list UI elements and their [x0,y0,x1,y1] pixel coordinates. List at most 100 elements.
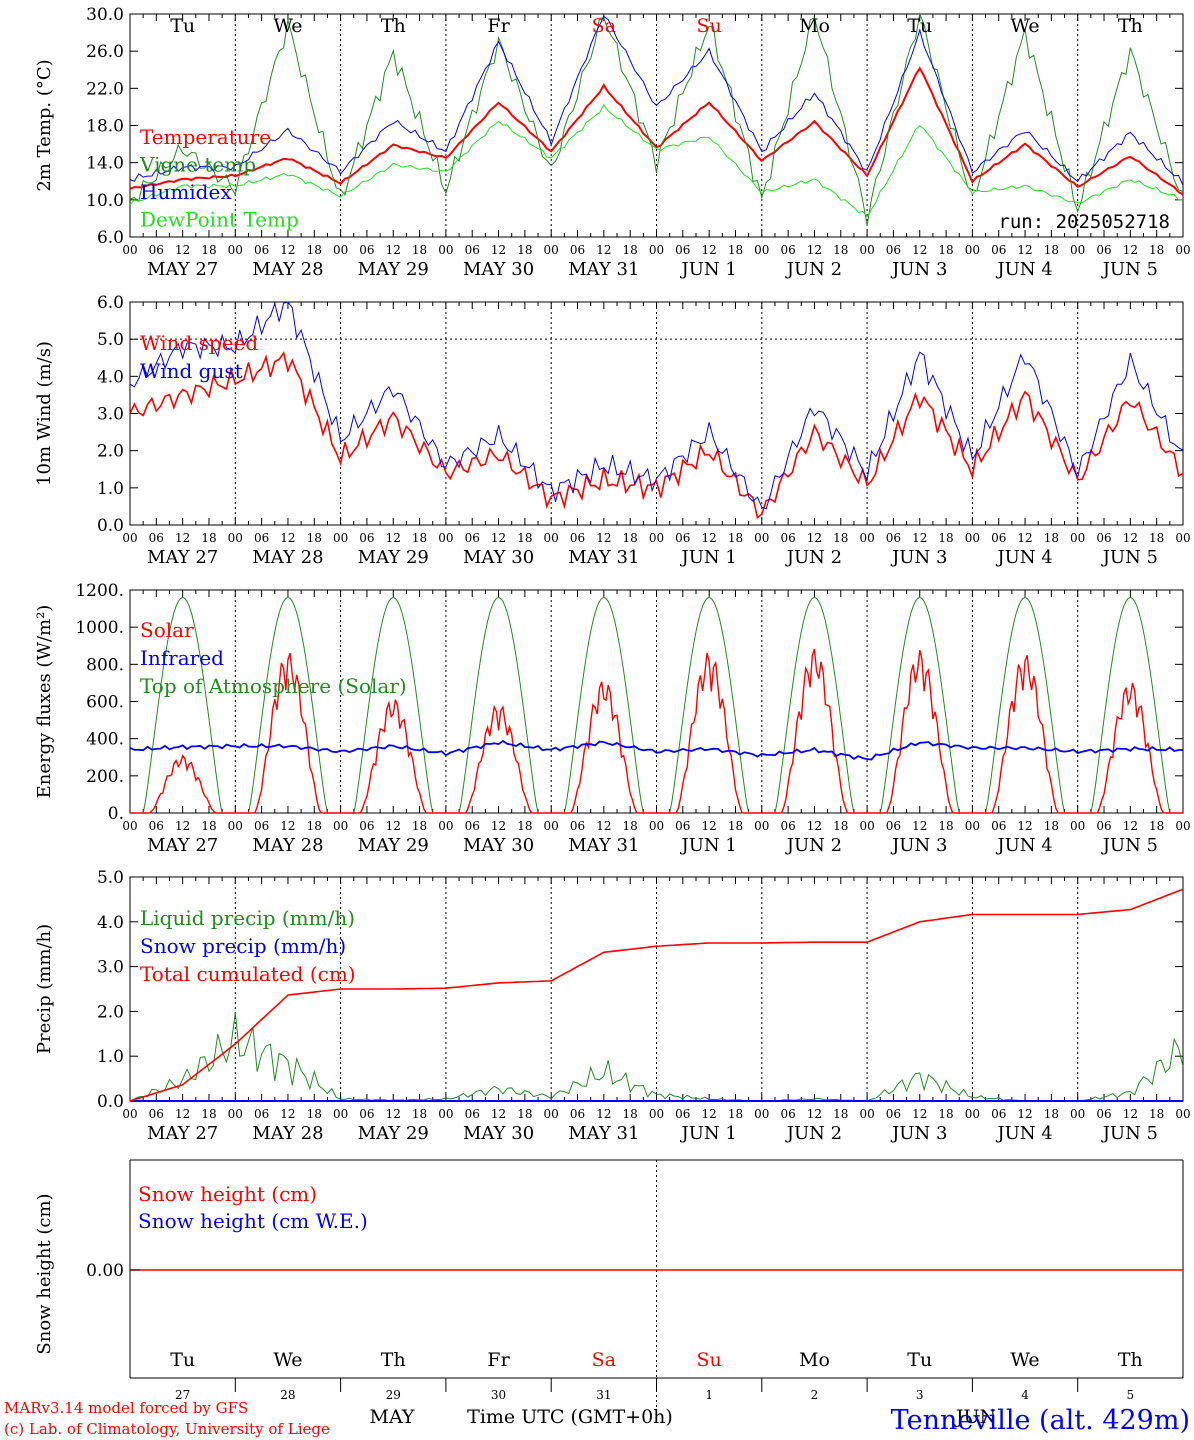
hour-tick-label: 12 [386,1107,401,1121]
weekday-label: Tu [170,1349,195,1371]
y-tick-label: 4.0 [97,913,124,933]
y-tick-label: 6.0 [97,293,124,313]
hour-tick-label: 06 [570,243,585,257]
day-number-label: 4 [1021,1388,1029,1402]
hour-tick-label: 06 [1096,1107,1111,1121]
hour-tick-label: 12 [807,243,822,257]
hour-tick-label: 06 [149,1107,164,1121]
hour-tick-label: 18 [307,819,322,833]
y-axis-label: 10m Wind (m/s) [34,341,55,486]
series-humidex [129,15,1184,186]
hour-tick-label: 06 [780,1107,795,1121]
legend-wind-speed: Wind speed [140,331,258,355]
weekday-label: Sa [592,1349,616,1371]
y-tick-label: 5.0 [97,868,124,888]
hour-tick-label: 12 [175,243,190,257]
y-tick-label: 1200. [75,581,124,601]
hour-tick-label: 00 [859,243,874,257]
date-label: JUN 2 [785,835,842,856]
weekday-label: Th [381,15,406,37]
hour-tick-label: 00 [333,531,348,545]
y-tick-label: 400. [86,730,124,750]
hour-tick-label: 18 [728,243,743,257]
hour-tick-label: 12 [491,1107,506,1121]
weekday-label: Mo [799,15,830,37]
hour-tick-label: 00 [122,243,137,257]
date-label: MAY 30 [463,1123,534,1144]
hour-tick-label: 06 [675,243,690,257]
hour-tick-label: 00 [122,531,137,545]
hour-tick-label: 00 [122,819,137,833]
hour-tick-label: 00 [649,243,664,257]
date-label: JUN 2 [785,547,842,568]
hour-tick-label: 06 [254,1107,269,1121]
weekday-label: Su [697,1349,722,1371]
date-label: JUN 1 [679,259,736,280]
hour-tick-label: 18 [412,1107,427,1121]
hour-tick-label: 12 [386,243,401,257]
y-tick-label: 26.0 [86,42,124,62]
hour-tick-label: 18 [1149,243,1164,257]
hour-tick-label: 18 [517,819,532,833]
date-label: JUN 3 [890,547,947,568]
hour-tick-label: 12 [596,531,611,545]
hour-tick-label: 06 [675,819,690,833]
hour-tick-label: 12 [596,1107,611,1121]
hour-tick-label: 00 [438,243,453,257]
weekday-label: Fr [487,15,510,37]
y-tick-label: 0.00 [86,1261,124,1281]
y-tick-label: 3.0 [97,405,124,425]
hour-tick-label: 18 [412,819,427,833]
date-label: JUN 5 [1101,259,1158,280]
hour-tick-label: 06 [675,1107,690,1121]
hour-tick-label: 06 [780,531,795,545]
legend-top-of-atmosphere-solar: Top of Atmosphere (Solar) [140,674,407,698]
hour-tick-label: 06 [359,531,374,545]
legend-liquid-precip-mm-h: Liquid precip (mm/h) [140,906,355,930]
model-credit: MARv3.14 model forced by GFS [4,1399,248,1417]
hour-tick-label: 00 [1175,1107,1190,1121]
hour-tick-label: 00 [754,531,769,545]
y-axis-label: Snow height (cm) [34,1193,55,1354]
hour-tick-label: 06 [1096,531,1111,545]
weekday-label: Tu [907,1349,932,1371]
weekday-label: We [1010,1349,1039,1371]
day-number-label: 31 [596,1388,611,1402]
energy-panel: 0. 200. 400. 600. 800. 1000. 1200. 00 06 12 18 MAY … [34,581,1191,856]
hour-tick-label: 18 [1044,243,1059,257]
hour-tick-label: 12 [280,531,295,545]
day-number-label: 28 [280,1388,295,1402]
weekday-label: Th [381,1349,406,1371]
hour-tick-label: 18 [517,1107,532,1121]
hour-tick-label: 06 [254,819,269,833]
month-label: MAY [370,1406,415,1428]
month-label: JUN [954,1406,996,1428]
hour-tick-label: 06 [991,819,1006,833]
hour-tick-label: 00 [438,819,453,833]
hour-tick-label: 12 [491,819,506,833]
hour-tick-label: 18 [728,1107,743,1121]
hour-tick-label: 12 [702,531,717,545]
hour-tick-label: 18 [1149,819,1164,833]
date-label: JUN 2 [785,1123,842,1144]
hour-tick-label: 00 [965,1107,980,1121]
hour-tick-label: 18 [201,819,216,833]
day-number-label: 1 [705,1388,713,1402]
hour-tick-label: 00 [333,243,348,257]
date-label: JUN 5 [1101,1123,1158,1144]
hour-tick-label: 00 [1070,819,1085,833]
hour-tick-label: 12 [1017,243,1032,257]
hour-tick-label: 18 [833,243,848,257]
series-liquid-precip [129,1012,1184,1102]
hour-tick-label: 18 [623,531,638,545]
hour-tick-label: 18 [307,531,322,545]
series-wind-speed [129,351,1184,520]
hour-tick-label: 00 [754,243,769,257]
hour-tick-label: 18 [623,819,638,833]
legend-snow-height-cm: Snow height (cm) [138,1182,317,1206]
hour-tick-label: 18 [412,531,427,545]
y-tick-label: 1000. [75,618,124,638]
hour-tick-label: 18 [938,1107,953,1121]
hour-tick-label: 18 [307,1107,322,1121]
y-tick-label: 14.0 [86,154,124,174]
